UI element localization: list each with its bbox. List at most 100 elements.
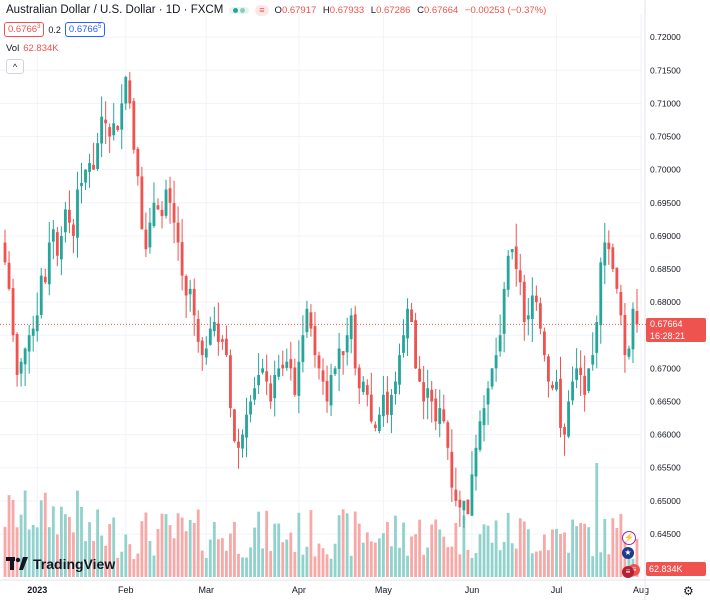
candle-body (394, 381, 397, 394)
candle-body (559, 378, 562, 428)
volume-bar (357, 523, 361, 577)
volume-bar (140, 521, 144, 577)
candle-body (341, 351, 345, 356)
volume-bar (341, 509, 345, 577)
data-provider-indicator[interactable]: ≡ (255, 4, 269, 16)
candle-body (11, 288, 15, 336)
volume-bar (152, 555, 156, 577)
aud-flag-event-icon[interactable]: ★ (622, 547, 634, 559)
y-tick-label: 0.68500 (650, 264, 681, 274)
candle-body (381, 394, 385, 417)
candle-body (176, 222, 180, 243)
market-status-indicator[interactable] (229, 6, 250, 14)
candle-body (494, 355, 498, 369)
ohlc-values: O0.67917 H0.67933 L0.67286 C0.67664 −0.0… (275, 5, 551, 16)
volume-bar (172, 538, 176, 577)
volume-bar (313, 556, 317, 577)
x-tick-label: Mar (199, 585, 215, 595)
y-tick-label: 0.70000 (650, 165, 681, 175)
volume-bar (196, 509, 200, 577)
candle-body (96, 143, 100, 169)
volume-bar (635, 538, 639, 577)
volume-bar (470, 557, 474, 577)
volume-bar (571, 519, 574, 577)
volume-bar (458, 554, 462, 577)
settings-gear-icon[interactable]: ⚙ (683, 584, 694, 598)
sell-button[interactable]: 0.67663 (4, 22, 45, 38)
volume-bar (19, 514, 23, 577)
volume-bar (430, 524, 434, 577)
buy-button[interactable]: 0.67665 (64, 22, 106, 38)
candle-body (132, 101, 136, 150)
candle-body (518, 270, 522, 283)
volume-bar (309, 510, 313, 577)
volume-bar (31, 524, 35, 577)
candle-body (422, 382, 426, 402)
candle-body (442, 409, 446, 422)
tradingview-logo[interactable]: TradingView (6, 556, 115, 572)
volume-bar (317, 543, 321, 577)
x-tick-label: Aug (633, 585, 649, 595)
volume-bar (160, 513, 164, 577)
candle-body (216, 323, 220, 342)
volume-bar (297, 512, 301, 577)
candle-body (180, 242, 184, 276)
candle-body (551, 385, 554, 389)
candle-body (313, 326, 317, 356)
symbol-title[interactable]: Australian Dollar / U.S. Dollar · 1D · F… (6, 4, 224, 16)
candle-body (567, 401, 570, 437)
candle-body (156, 205, 160, 210)
candle-body (466, 499, 470, 515)
volume-bar (579, 522, 583, 577)
lightning-event-icon[interactable]: ⚡ (622, 531, 636, 545)
candle-body (55, 232, 59, 256)
volume-bar (156, 528, 160, 577)
x-tick-label: 2023 (27, 585, 47, 595)
volume-bar (55, 534, 59, 577)
market-open-dot-icon (233, 7, 239, 13)
volume-bar (23, 490, 27, 577)
sell-price-sup: 3 (37, 24, 41, 30)
candle-body (522, 281, 526, 322)
volume-bar (84, 541, 87, 577)
candle-body (245, 414, 248, 438)
spread-value: 0.2 (48, 24, 61, 35)
y-tick-label: 0.69000 (650, 231, 681, 241)
candle-body (635, 310, 639, 325)
ohlc-close-key: C (417, 4, 424, 16)
ohlc-close-value: 0.67664 (423, 4, 459, 16)
volume-bar (265, 510, 269, 577)
volume-bar (442, 536, 446, 577)
trade-row: 0.67663 0.2 0.67665 (4, 22, 106, 38)
volume-bar (27, 529, 31, 577)
candle-body (27, 335, 31, 352)
usd-flag-event-icon-2[interactable]: ≡ (622, 566, 634, 578)
volume-bar (321, 548, 325, 577)
symbol-row: Australian Dollar / U.S. Dollar · 1D · F… (6, 4, 550, 16)
collapse-legend-button[interactable]: ^ (6, 59, 24, 74)
candle-body (257, 374, 261, 386)
volume-bar (394, 515, 397, 577)
candle-body (357, 367, 361, 389)
candle-body (168, 188, 172, 203)
buy-price: 0.6766 (68, 24, 98, 36)
volume-bar (555, 528, 558, 577)
volume-bar (526, 529, 530, 577)
candle-body (164, 189, 168, 216)
volume-bar (180, 517, 184, 577)
candle-body (446, 422, 450, 448)
volume-bar (68, 517, 71, 577)
candle-body (15, 333, 19, 375)
volume-legend[interactable]: Vol 62.834K (6, 43, 59, 54)
candle-body (140, 176, 144, 230)
volume-bar (273, 523, 277, 577)
candle-body (587, 368, 591, 392)
candle-body (19, 361, 23, 374)
volume-bar (414, 534, 418, 577)
candle-body (595, 321, 599, 353)
volume-bar (229, 533, 232, 577)
y-tick-label: 0.68000 (650, 297, 681, 307)
candle-body (478, 421, 482, 450)
